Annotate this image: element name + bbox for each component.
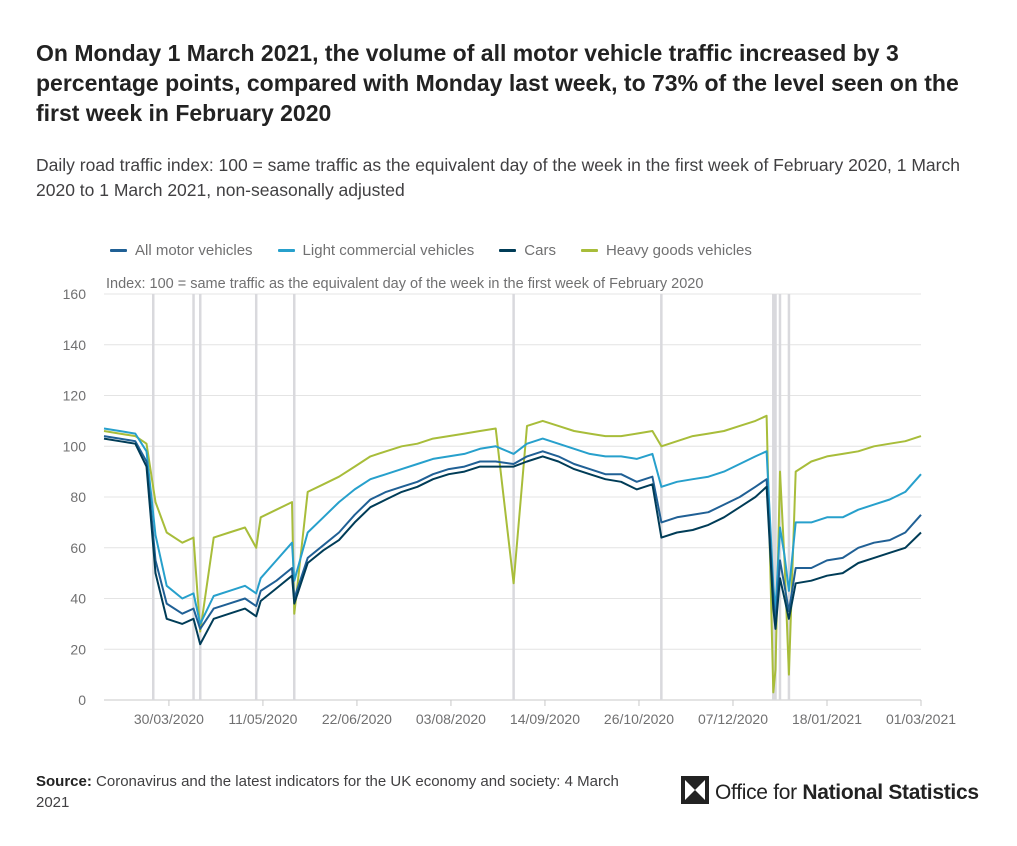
legend-label: Cars: [524, 241, 556, 259]
series-lines: [103, 414, 922, 694]
y-tick-label: 160: [63, 286, 87, 302]
logo-prefix: Office for: [715, 780, 797, 804]
chart-title: On Monday 1 March 2021, the volume of al…: [36, 40, 959, 126]
legend-swatch: [580, 248, 598, 252]
legend-swatch: [277, 248, 295, 252]
x-tick-label: 14/09/2020: [510, 711, 580, 727]
legend-item[interactable]: Cars: [499, 242, 556, 259]
line-chart: 0 20 40 60 80 100 120 140 160 30/03/2020 11/05/202…: [63, 276, 957, 727]
y-tick-label: 20: [70, 641, 86, 657]
y-tick-label: 0: [78, 692, 86, 708]
legend-item[interactable]: All motor vehicles: [110, 242, 253, 259]
logo-bold: National Statistics: [802, 780, 979, 804]
x-tick-label: 18/01/2021: [792, 711, 862, 727]
chart-annotation: Index: 100 = same traffic as the equival…: [106, 276, 703, 292]
y-tick-label: 40: [70, 591, 86, 607]
legend-label: All motor vehicles: [135, 241, 253, 259]
legend-label: Heavy goods vehicles: [605, 241, 752, 259]
y-tick-label: 140: [63, 337, 87, 353]
y-tick-label: 120: [63, 388, 87, 404]
series-line-all-motor-vehicles: [103, 435, 922, 630]
x-tick-label: 11/05/2020: [228, 711, 297, 727]
y-tick-label: 100: [63, 438, 87, 454]
x-tick-label: 30/03/2020: [134, 711, 204, 727]
ons-logo-text: Office for National Statistics: [715, 781, 979, 805]
ons-logo: Office for National Statistics: [681, 776, 979, 809]
chart-subtitle: Daily road traffic index: 100 = same tra…: [36, 155, 960, 200]
source-note: Source: Coronavirus and the latest indic…: [36, 771, 656, 813]
series-line-cars: [103, 437, 922, 646]
source-text: Coronavirus and the latest indicators fo…: [36, 773, 619, 811]
x-tick-label: 01/03/2021: [886, 711, 956, 727]
legend-swatch: [110, 248, 127, 252]
x-tick-label: 07/12/2020: [698, 711, 768, 727]
ons-logo-icon: [681, 776, 709, 809]
x-tick-label: 26/10/2020: [604, 711, 674, 727]
source-label: Source:: [36, 773, 92, 790]
legend-swatch: [499, 248, 517, 252]
x-tick-label: 22/06/2020: [322, 711, 392, 727]
legend-label: Light commercial vehicles: [302, 241, 475, 259]
legend-item[interactable]: Light commercial vehicles: [277, 241, 475, 259]
axis-labels: 0 20 40 60 80 100 120 140 160 30/03/2020 11/05/202…: [63, 286, 957, 727]
legend-item[interactable]: Heavy goods vehicles: [580, 241, 752, 259]
y-tick-label: 60: [70, 540, 86, 556]
series-line-light-commercial-vehicles: [103, 427, 922, 625]
chart-legend: All motor vehicles Light commercial vehic…: [110, 239, 777, 261]
y-tick-label: 80: [70, 489, 86, 505]
x-tick-label: 03/08/2020: [416, 711, 486, 727]
